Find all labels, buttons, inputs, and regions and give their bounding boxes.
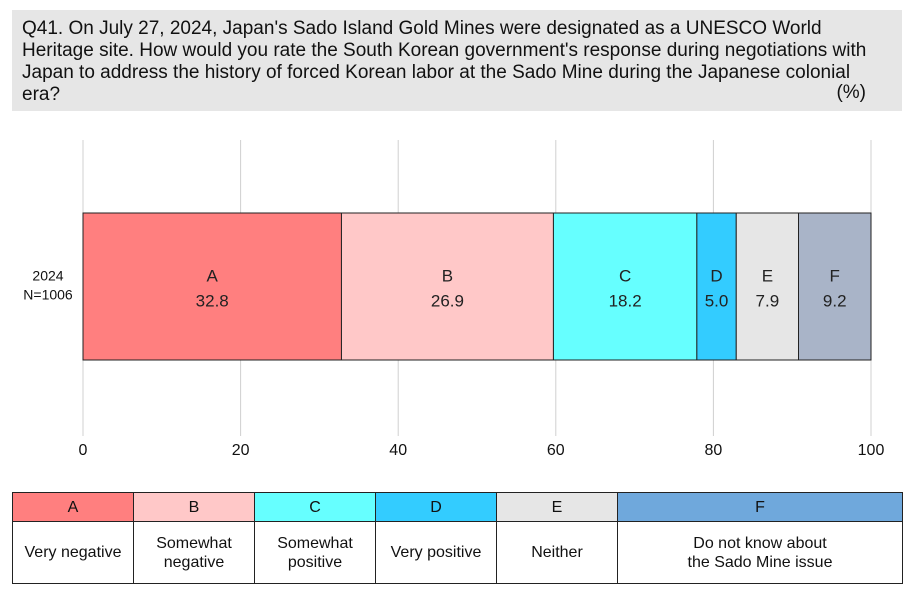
x-tick-label: 0 <box>79 442 88 459</box>
data-label: 7.9 <box>756 292 780 311</box>
legend-key-f: F <box>617 492 903 522</box>
legend-key-b: B <box>133 492 255 522</box>
legend-key-d: D <box>375 492 497 522</box>
segment-name-label: C <box>619 267 631 286</box>
legend-label-d: Very positive <box>375 521 497 584</box>
x-tick-label: 20 <box>232 442 250 459</box>
bar-segment-b <box>340 212 554 361</box>
bar-segment-c <box>552 212 698 361</box>
bar-segment-f <box>798 212 872 361</box>
data-label: 32.8 <box>196 292 229 311</box>
legend-key-a: A <box>12 492 134 522</box>
bar-segment-e <box>735 212 800 361</box>
data-label: 9.2 <box>823 292 847 311</box>
segment-name-label: D <box>710 267 722 286</box>
x-tick-label: 80 <box>705 442 723 459</box>
bar-segment-a <box>82 212 342 361</box>
x-tick-label: 60 <box>547 442 565 459</box>
bar-segment-d <box>696 212 737 361</box>
legend-label-a: Very negative <box>12 521 134 584</box>
legend-key-c: C <box>254 492 376 522</box>
category-label: 2024 <box>32 268 63 284</box>
data-label: 5.0 <box>705 292 729 311</box>
question-box: Q41. On July 27, 2024, Japan's Sado Isla… <box>12 10 902 111</box>
segment-name-label: E <box>762 267 773 286</box>
legend-label-e: Neither <box>496 521 618 584</box>
legend-label-row: Very negative Somewhat negative Somewhat pos… <box>12 521 903 584</box>
question-text: Q41. On July 27, 2024, Japan's Sado Isla… <box>22 18 867 105</box>
x-tick-label: 40 <box>389 442 407 459</box>
unit-label: (%) <box>836 82 866 103</box>
segment-name-label: F <box>830 267 840 286</box>
data-label: 26.9 <box>431 292 464 311</box>
category-label: N=1006 <box>23 287 73 303</box>
data-label: 18.2 <box>609 292 642 311</box>
segment-name-label: B <box>442 267 453 286</box>
legend-label-c: Somewhat positive <box>254 521 376 584</box>
legend-key-e: E <box>496 492 618 522</box>
segment-name-label: A <box>207 267 219 286</box>
legend-label-b: Somewhat negative <box>133 521 255 584</box>
stacked-bar-chart: 0 20 40 60 80 100 2024 N=1006 A 32.8 B 26.9 C 18.2 D 5.… <box>23 140 885 459</box>
legend-label-f: Do not know about the Sado Mine issue <box>617 521 903 584</box>
x-tick-label: 100 <box>858 442 885 459</box>
